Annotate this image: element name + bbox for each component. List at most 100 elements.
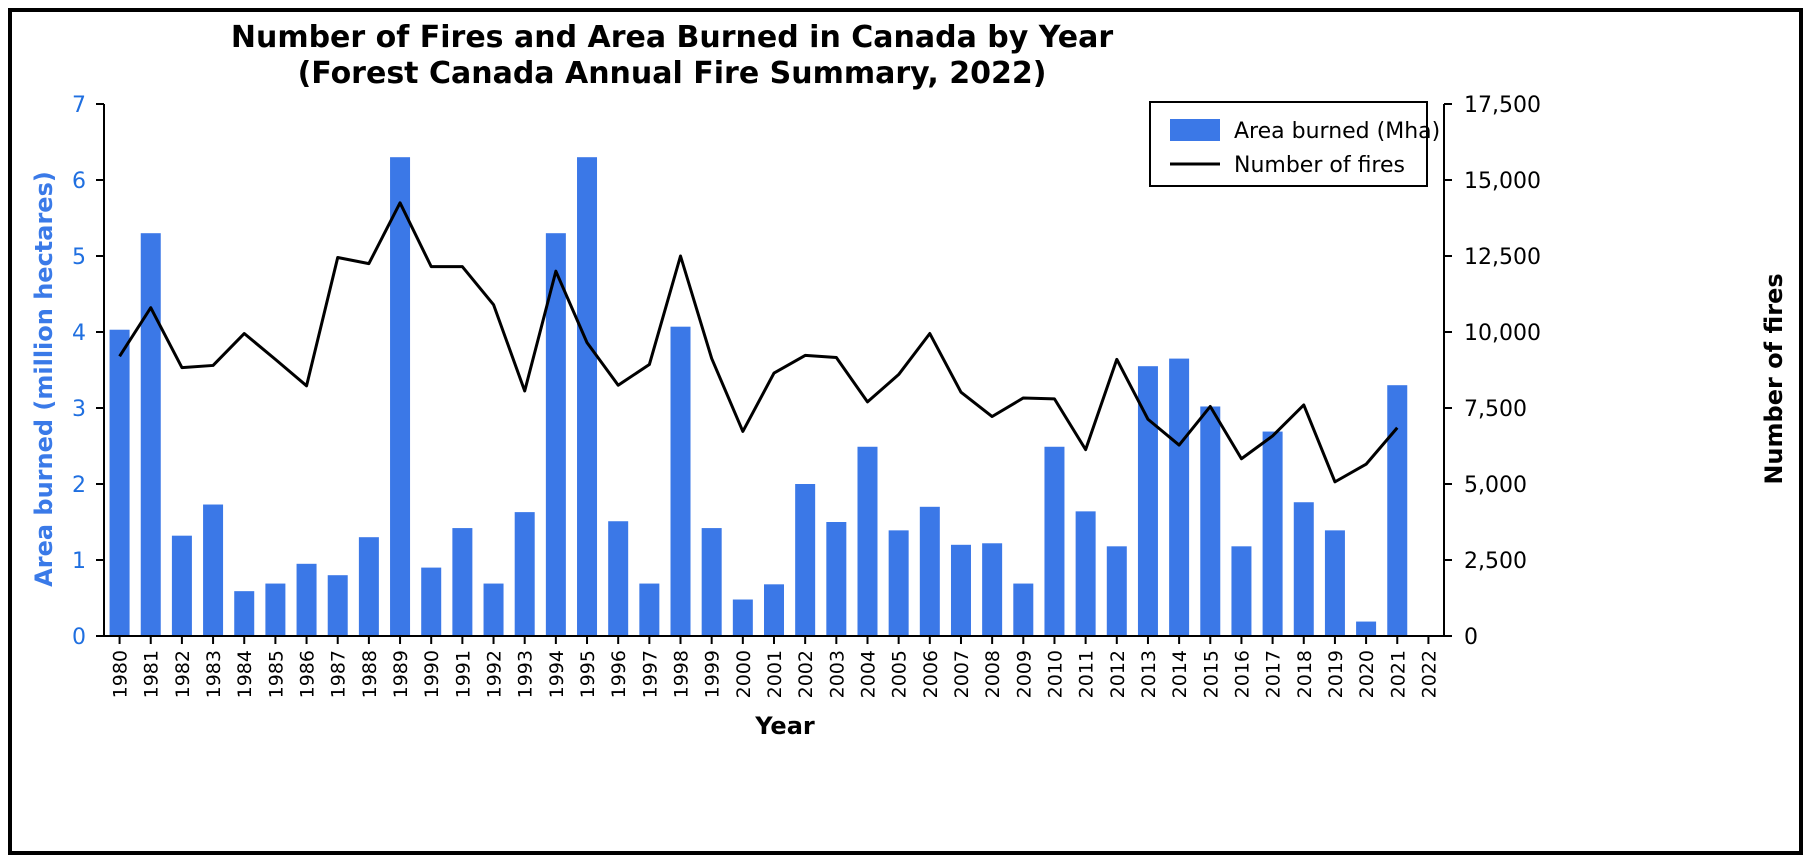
x-tick-label: 1981 bbox=[141, 650, 163, 698]
bar-1981 bbox=[140, 233, 161, 636]
legend: Area burned (Mha) Number of fires bbox=[1149, 101, 1440, 187]
bar-2011 bbox=[1075, 511, 1096, 636]
bar-2019 bbox=[1324, 530, 1345, 636]
x-tick-label: 1992 bbox=[484, 650, 506, 698]
x-tick-label: 1995 bbox=[577, 650, 599, 698]
x-tick-label: 1989 bbox=[390, 650, 412, 698]
bar-2001 bbox=[764, 584, 784, 636]
bar-2003 bbox=[826, 522, 847, 636]
x-tick-label: 1994 bbox=[546, 650, 568, 698]
x-tick-label: 1980 bbox=[110, 650, 132, 698]
x-tick-label: 2005 bbox=[889, 650, 911, 698]
right-tick-label: 17,500 bbox=[1464, 93, 1541, 118]
left-tick-label: 4 bbox=[72, 321, 86, 346]
chart-subtitle: (Forest Canada Annual Fire Summary, 2022… bbox=[298, 56, 1047, 91]
x-axis-label: Year bbox=[754, 712, 815, 740]
x-tick-label: 1986 bbox=[297, 650, 319, 698]
left-tick-label: 6 bbox=[72, 169, 86, 194]
x-tick-label: 2002 bbox=[795, 650, 817, 698]
legend-label-fires: Number of fires bbox=[1234, 153, 1405, 178]
right-tick-label: 5,000 bbox=[1464, 473, 1527, 498]
x-tick-label: 2004 bbox=[857, 650, 879, 698]
bar-1997 bbox=[639, 583, 660, 636]
bar-2000 bbox=[732, 599, 753, 636]
bar-2017 bbox=[1262, 431, 1283, 636]
bar-2009 bbox=[1013, 583, 1034, 636]
x-tick-label: 1993 bbox=[515, 650, 537, 698]
right-tick-label: 0 bbox=[1464, 625, 1478, 650]
bar-1982 bbox=[171, 535, 192, 636]
left-axis-ticks: 0 1 2 3 4 5 6 7 bbox=[72, 93, 104, 650]
bar-1980 bbox=[109, 329, 130, 636]
x-tick-label: 1999 bbox=[702, 650, 724, 698]
bar-series bbox=[109, 157, 1408, 636]
bar-2014 bbox=[1169, 358, 1190, 636]
right-axis-ticks: 0 2,500 5,000 7,500 10,000 12,500 15,000 17,500 bbox=[1444, 93, 1541, 650]
x-axis-ticks: 1980 1981 1982 1983 1984 1985 1986 1987 1988 1989… bbox=[110, 636, 1440, 698]
bar-1987 bbox=[327, 575, 348, 636]
x-tick-label: 1991 bbox=[452, 650, 474, 698]
bar-2020 bbox=[1356, 621, 1377, 636]
bar-1991 bbox=[452, 528, 473, 636]
x-tick-label: 1988 bbox=[359, 650, 381, 698]
x-tick-label: 1983 bbox=[203, 650, 225, 698]
bar-2006 bbox=[919, 506, 940, 636]
x-tick-label: 2019 bbox=[1325, 650, 1347, 698]
right-tick-label: 10,000 bbox=[1464, 321, 1541, 346]
bar-2015 bbox=[1200, 406, 1221, 636]
bar-1995 bbox=[577, 157, 598, 636]
bar-2016 bbox=[1231, 546, 1252, 636]
x-tick-label: 1998 bbox=[671, 650, 693, 698]
x-tick-label: 2003 bbox=[826, 650, 848, 698]
bar-2012 bbox=[1106, 546, 1127, 636]
left-tick-label: 2 bbox=[72, 473, 86, 498]
bar-2004 bbox=[857, 446, 878, 636]
bar-2008 bbox=[982, 543, 1003, 636]
bar-2005 bbox=[888, 530, 909, 636]
bar-1996 bbox=[608, 521, 629, 636]
bar-1988 bbox=[358, 537, 379, 636]
x-tick-label: 2014 bbox=[1169, 650, 1191, 698]
x-tick-label: 2006 bbox=[920, 650, 942, 698]
x-tick-label: 2012 bbox=[1107, 650, 1129, 698]
bar-1994 bbox=[545, 233, 566, 636]
legend-label-area: Area burned (Mha) bbox=[1234, 119, 1440, 144]
x-tick-label: 2000 bbox=[733, 650, 755, 698]
x-tick-label: 1987 bbox=[328, 650, 350, 698]
left-tick-label: 7 bbox=[72, 93, 86, 118]
x-tick-label: 1996 bbox=[608, 650, 630, 698]
x-tick-label: 1982 bbox=[172, 650, 194, 698]
x-tick-label: 2007 bbox=[951, 650, 973, 698]
x-tick-label: 2017 bbox=[1263, 650, 1285, 698]
right-axis-label: Number of fires bbox=[1760, 273, 1788, 484]
right-tick-label: 2,500 bbox=[1464, 549, 1527, 574]
legend-box bbox=[1149, 101, 1428, 187]
bar-2013 bbox=[1137, 366, 1158, 636]
chart-frame: Number of Fires and Area Burned in Canad… bbox=[8, 8, 1803, 855]
bar-1992 bbox=[483, 583, 504, 636]
bar-1998 bbox=[670, 326, 691, 636]
bar-2007 bbox=[950, 544, 971, 636]
x-tick-label: 1985 bbox=[265, 650, 287, 698]
bar-2018 bbox=[1293, 502, 1314, 636]
left-tick-label: 1 bbox=[72, 549, 86, 574]
bar-1985 bbox=[265, 583, 286, 636]
x-tick-label: 2011 bbox=[1076, 650, 1098, 698]
bar-1999 bbox=[701, 528, 722, 636]
left-tick-label: 0 bbox=[72, 625, 86, 650]
bar-1983 bbox=[203, 504, 224, 636]
right-tick-label: 15,000 bbox=[1464, 169, 1541, 194]
left-axis-label: Area burned (million hectares) bbox=[30, 171, 58, 587]
x-tick-label: 2016 bbox=[1231, 650, 1253, 698]
x-tick-label: 1997 bbox=[639, 650, 661, 698]
x-tick-label: 2013 bbox=[1138, 650, 1160, 698]
fires-line bbox=[118, 201, 1399, 484]
x-tick-label: 2001 bbox=[764, 650, 786, 698]
bar-1984 bbox=[234, 591, 255, 636]
x-tick-label: 2022 bbox=[1418, 650, 1440, 698]
bar-2021 bbox=[1387, 385, 1408, 636]
bar-1990 bbox=[421, 567, 442, 636]
right-tick-label: 7,500 bbox=[1464, 397, 1527, 422]
x-tick-label: 2008 bbox=[982, 650, 1004, 698]
bar-1989 bbox=[390, 157, 411, 636]
